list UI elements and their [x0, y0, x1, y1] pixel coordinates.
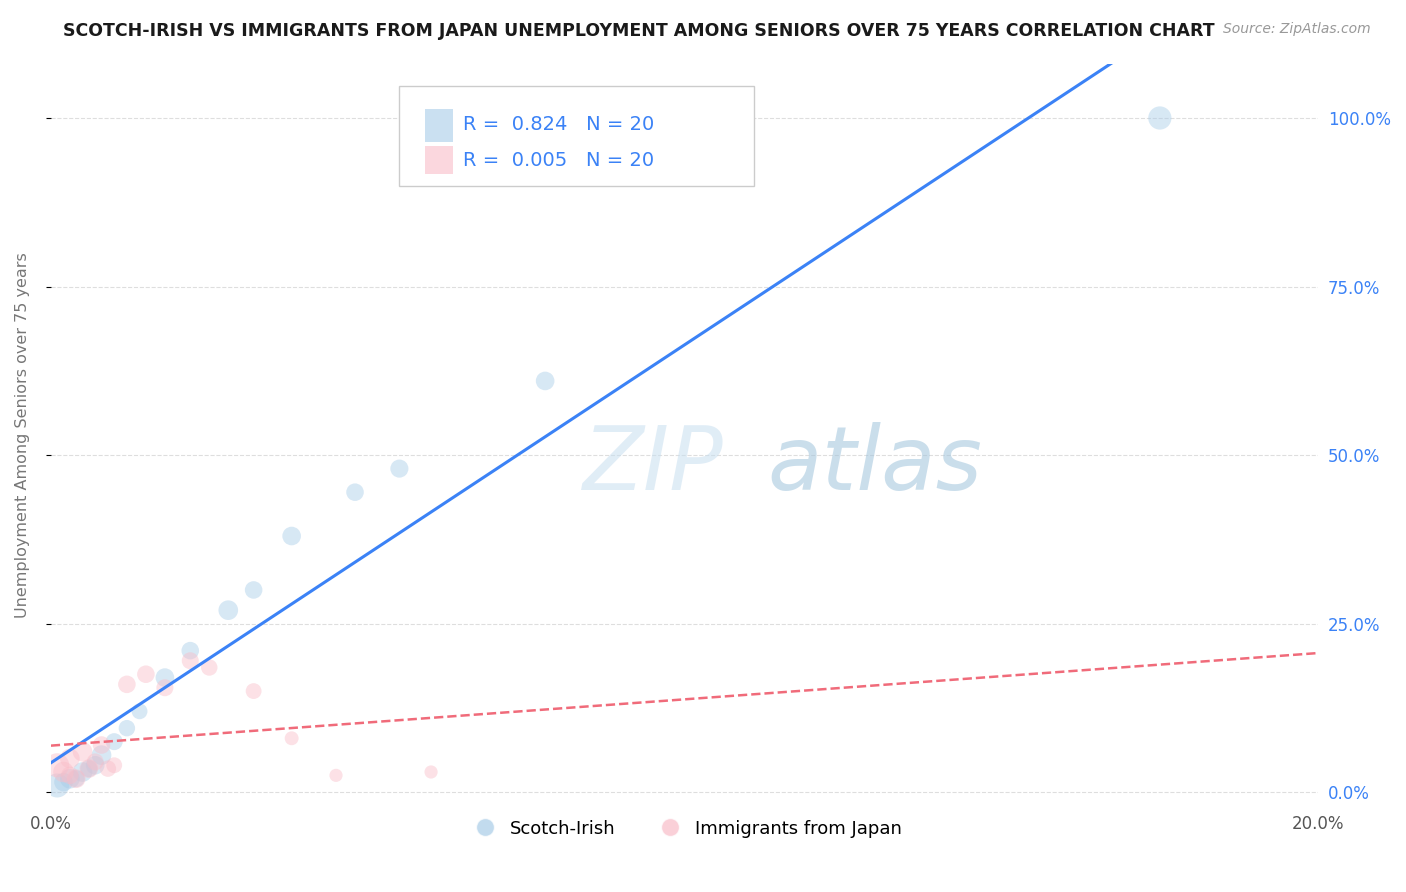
Point	[59, 772, 82, 786]
Point	[115, 677, 138, 691]
Text: R =  0.824   N = 20: R = 0.824 N = 20	[463, 115, 654, 135]
Point	[84, 755, 107, 769]
Point	[153, 681, 176, 695]
Point	[97, 762, 120, 776]
Point	[90, 738, 112, 752]
Point	[135, 667, 157, 681]
Point	[65, 772, 87, 786]
Text: ZIP: ZIP	[583, 422, 724, 508]
Point	[46, 779, 69, 793]
Point	[72, 764, 94, 779]
Text: atlas: atlas	[766, 422, 981, 508]
Point	[280, 529, 302, 543]
Y-axis label: Unemployment Among Seniors over 75 years: Unemployment Among Seniors over 75 years	[15, 252, 30, 618]
Point	[65, 772, 87, 786]
Point	[179, 643, 201, 657]
Point	[198, 660, 221, 674]
Point	[128, 704, 150, 718]
Point	[242, 684, 264, 698]
Point	[90, 748, 112, 763]
Point	[52, 775, 75, 789]
FancyBboxPatch shape	[425, 109, 453, 142]
Point	[325, 768, 347, 782]
Point	[52, 764, 75, 779]
Point	[388, 461, 411, 475]
Point	[242, 582, 264, 597]
Point	[103, 758, 125, 772]
Point	[1149, 111, 1171, 125]
FancyBboxPatch shape	[399, 87, 754, 186]
Point	[153, 671, 176, 685]
Point	[534, 374, 557, 388]
Point	[217, 603, 239, 617]
FancyBboxPatch shape	[425, 146, 453, 174]
Text: SCOTCH-IRISH VS IMMIGRANTS FROM JAPAN UNEMPLOYMENT AMONG SENIORS OVER 75 YEARS C: SCOTCH-IRISH VS IMMIGRANTS FROM JAPAN UN…	[63, 22, 1215, 40]
Point	[280, 731, 302, 746]
Point	[115, 721, 138, 735]
Text: Source: ZipAtlas.com: Source: ZipAtlas.com	[1223, 22, 1371, 37]
Point	[84, 758, 107, 772]
Point	[59, 751, 82, 765]
Point	[72, 745, 94, 759]
Point	[77, 762, 100, 776]
Legend: Scotch-Irish, Immigrants from Japan: Scotch-Irish, Immigrants from Japan	[460, 813, 910, 845]
Point	[179, 654, 201, 668]
Point	[46, 758, 69, 772]
Point	[344, 485, 367, 500]
Point	[77, 762, 100, 776]
Point	[103, 734, 125, 748]
Point	[420, 764, 443, 779]
Text: R =  0.005   N = 20: R = 0.005 N = 20	[463, 151, 654, 170]
Point	[59, 768, 82, 782]
